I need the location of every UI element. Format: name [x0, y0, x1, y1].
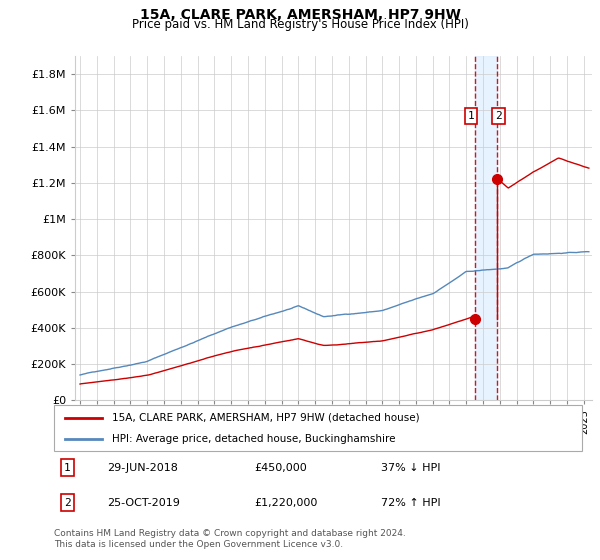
- Text: £1,220,000: £1,220,000: [254, 498, 318, 507]
- Text: 15A, CLARE PARK, AMERSHAM, HP7 9HW: 15A, CLARE PARK, AMERSHAM, HP7 9HW: [140, 8, 460, 22]
- Text: Contains HM Land Registry data © Crown copyright and database right 2024.
This d: Contains HM Land Registry data © Crown c…: [54, 529, 406, 549]
- Text: 37% ↓ HPI: 37% ↓ HPI: [382, 463, 441, 473]
- Text: 2: 2: [64, 498, 71, 507]
- Text: 29-JUN-2018: 29-JUN-2018: [107, 463, 178, 473]
- Text: £450,000: £450,000: [254, 463, 307, 473]
- FancyBboxPatch shape: [54, 405, 582, 451]
- Text: 1: 1: [64, 463, 71, 473]
- Text: 15A, CLARE PARK, AMERSHAM, HP7 9HW (detached house): 15A, CLARE PARK, AMERSHAM, HP7 9HW (deta…: [112, 413, 420, 423]
- Text: 1: 1: [468, 111, 475, 122]
- Text: 2: 2: [495, 111, 502, 122]
- Text: HPI: Average price, detached house, Buckinghamshire: HPI: Average price, detached house, Buck…: [112, 435, 395, 444]
- Text: Price paid vs. HM Land Registry's House Price Index (HPI): Price paid vs. HM Land Registry's House …: [131, 18, 469, 31]
- Text: 25-OCT-2019: 25-OCT-2019: [107, 498, 179, 507]
- Bar: [475, 56, 497, 400]
- Text: 72% ↑ HPI: 72% ↑ HPI: [382, 498, 441, 507]
